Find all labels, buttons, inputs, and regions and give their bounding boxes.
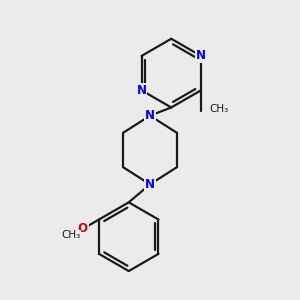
Text: CH₃: CH₃ <box>61 230 80 240</box>
Text: N: N <box>196 50 206 62</box>
Text: CH₃: CH₃ <box>209 104 228 114</box>
Text: N: N <box>145 109 155 122</box>
Text: N: N <box>145 178 155 191</box>
Text: N: N <box>136 84 146 97</box>
Text: O: O <box>78 223 88 236</box>
